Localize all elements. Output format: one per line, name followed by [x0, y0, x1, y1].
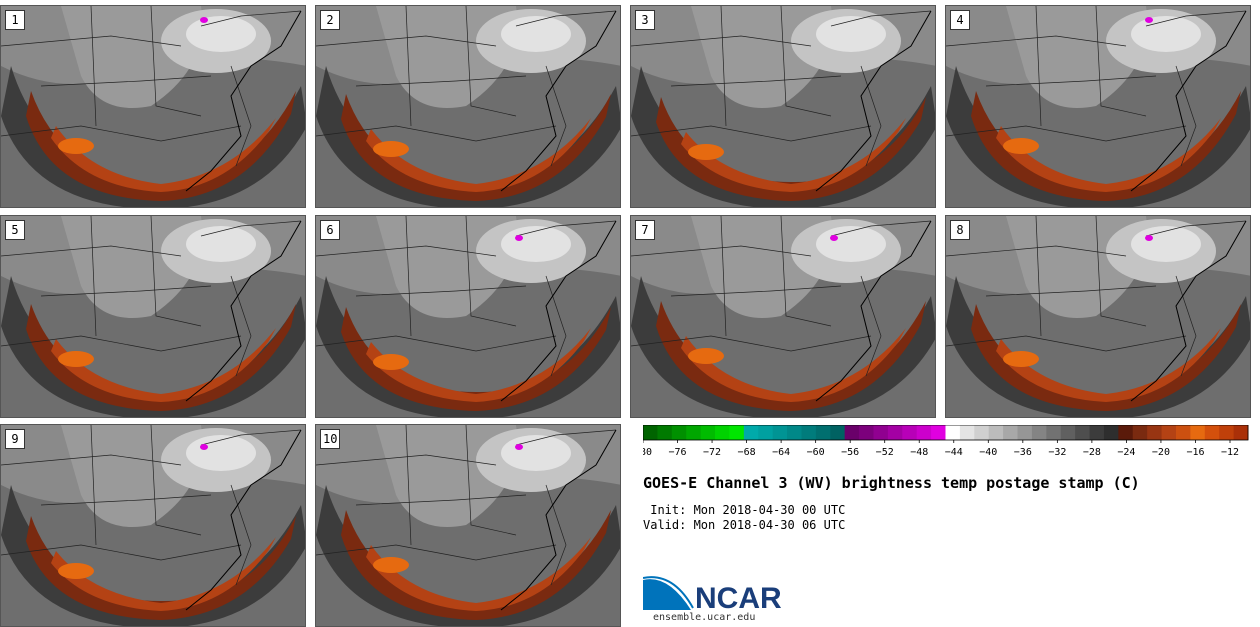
colorbar-swatch: [988, 425, 1004, 440]
colorbar-tick-label: −44: [945, 447, 963, 458]
panel-number: 2: [320, 10, 340, 30]
colorbar-swatch: [729, 425, 745, 440]
colorbar-tick-label: −24: [1117, 447, 1135, 458]
colorbar-swatch: [801, 425, 817, 440]
colorbar-swatch: [1147, 425, 1163, 440]
colorbar-swatch: [787, 425, 802, 440]
valid-time: Valid: Mon 2018-04-30 06 UTC: [643, 518, 846, 532]
colorbar-swatch: [1175, 425, 1191, 440]
ensemble-member-panel: 3: [630, 5, 936, 208]
colorbar-tick-label: −20: [1152, 447, 1170, 458]
panel-number: 7: [635, 220, 655, 240]
panel-number: 4: [950, 10, 970, 30]
ncar-logo-swoosh: [643, 579, 691, 610]
colorbar-swatch: [931, 425, 946, 440]
colorbar-swatch: [1103, 425, 1119, 440]
panel-number: 9: [5, 429, 25, 449]
colorbar-tick-label: −48: [910, 447, 928, 458]
colorbar-swatch: [700, 425, 716, 440]
ensemble-member-panel: 2: [315, 5, 621, 208]
colorbar-swatch: [686, 425, 702, 440]
wv-map: [316, 216, 620, 417]
colorbar-tick-label: −40: [979, 447, 997, 458]
colorbar-swatch: [1132, 425, 1148, 440]
colorbar-tick-label: −52: [876, 447, 894, 458]
ensemble-member-panel: 6: [315, 215, 621, 418]
colorbar-swatch: [815, 425, 831, 440]
ncar-logo-text: NCAR: [695, 582, 782, 614]
colorbar-swatch: [772, 425, 788, 440]
wv-map: [316, 425, 620, 626]
wv-map: [316, 6, 620, 207]
colorbar-swatch: [1089, 425, 1105, 440]
colorbar-tick-label: −72: [703, 447, 721, 458]
colorbar-swatch: [643, 425, 658, 440]
panel-number: 1: [5, 10, 25, 30]
colorbar-tick-label: −64: [772, 447, 790, 458]
colorbar-swatch: [945, 425, 961, 440]
wv-map: [1, 6, 305, 207]
colorbar-tick-label: −80: [643, 447, 652, 458]
colorbar-swatch: [1118, 425, 1134, 440]
ncar-logo: NCAR: [643, 576, 782, 614]
ensemble-member-panel: 1: [0, 5, 306, 208]
colorbar-swatch: [715, 425, 730, 440]
wv-map: [946, 216, 1250, 417]
colorbar-tick-label: −60: [807, 447, 825, 458]
colorbar-tick-label: −68: [738, 447, 756, 458]
colorbar-swatch: [1003, 425, 1019, 440]
wv-map: [631, 216, 935, 417]
colorbar-swatch: [887, 425, 903, 440]
panel-number: 3: [635, 10, 655, 30]
colorbar-swatch: [1060, 425, 1076, 440]
logo-url: ensemble.ucar.edu: [653, 612, 756, 623]
colorbar-tick-label: −56: [841, 447, 859, 458]
colorbar-tick-label: −28: [1083, 447, 1101, 458]
panel-number: 6: [320, 220, 340, 240]
colorbar-swatch: [671, 425, 687, 440]
colorbar-tick-label: −32: [1048, 447, 1066, 458]
colorbar-swatch: [1204, 425, 1220, 440]
wv-map: [1, 425, 305, 626]
ensemble-member-panel: 5: [0, 215, 306, 418]
colorbar-swatch: [830, 425, 846, 440]
panel-number: 5: [5, 220, 25, 240]
ensemble-member-panel: 4: [945, 5, 1251, 208]
colorbar-swatch: [1190, 425, 1206, 440]
figure-title: GOES-E Channel 3 (WV) brightness temp po…: [643, 474, 1140, 492]
init-time: Init: Mon 2018-04-30 00 UTC: [643, 503, 846, 517]
colorbar-swatch: [758, 425, 774, 440]
wv-map: [946, 6, 1250, 207]
colorbar-swatch: [1075, 425, 1091, 440]
colorbar-swatch: [959, 425, 975, 440]
colorbar: −80 −76 −72 −68 −64 −60 −56 −52 −48 −44 −40 −36 −32 −…: [643, 425, 1249, 458]
colorbar-swatch: [743, 425, 759, 440]
colorbar-swatch: [1031, 425, 1047, 440]
colorbar-swatch: [844, 425, 860, 440]
colorbar-tick-label: −16: [1186, 447, 1204, 458]
colorbar-swatch: [859, 425, 874, 440]
colorbar-tick-label: −12: [1221, 447, 1239, 458]
wv-map: [1, 216, 305, 417]
panel-number: 8: [950, 220, 970, 240]
colorbar-swatch: [1046, 425, 1062, 440]
colorbar-swatch: [1233, 425, 1249, 440]
colorbar-swatch: [974, 425, 990, 440]
ensemble-member-panel: 9: [0, 424, 306, 627]
colorbar-swatch: [916, 425, 932, 440]
colorbar-swatch: [1017, 425, 1033, 440]
colorbar-tick-label: −76: [668, 447, 686, 458]
ensemble-member-panel: 10: [315, 424, 621, 627]
colorbar-swatch: [657, 425, 673, 440]
colorbar-swatch: [873, 425, 889, 440]
wv-map: [631, 6, 935, 207]
colorbar-swatch: [902, 425, 918, 440]
colorbar-swatch: [1219, 425, 1235, 440]
ensemble-member-panel: 8: [945, 215, 1251, 418]
panel-number: 10: [320, 429, 341, 449]
colorbar-swatch: [1161, 425, 1177, 440]
colorbar-tick-label: −36: [1014, 447, 1032, 458]
ensemble-member-panel: 7: [630, 215, 936, 418]
